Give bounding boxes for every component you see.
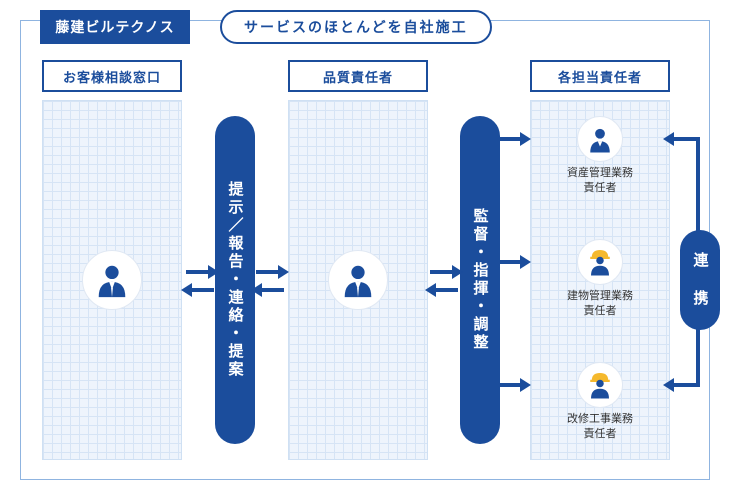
role3-line2: 責任者: [584, 428, 617, 440]
hardhat-person-icon: [585, 370, 615, 400]
arrow-head-left-icon: [663, 378, 674, 392]
arrow-head-right-icon: [520, 132, 531, 146]
subtitle-pill: サービスのほとんどを自社施工: [220, 10, 492, 44]
link-line: [672, 383, 700, 387]
avatar-building-mgr: [577, 239, 623, 285]
avatar-customer-rep: [82, 250, 142, 310]
hardhat-person-icon: [585, 247, 615, 277]
arrow-line: [190, 288, 214, 292]
title-badge: 藤建ビルテクノス: [40, 10, 190, 44]
col1-header: お客様相談窓口: [42, 60, 182, 92]
link-line: [696, 328, 700, 387]
arrow-head-left-icon: [425, 283, 436, 297]
person-icon: [339, 261, 377, 299]
person-icon: [585, 124, 615, 154]
role1-label: 資産管理業務 責任者: [545, 166, 655, 196]
avatar-repair-mgr: [577, 362, 623, 408]
arrow-head-right-icon: [278, 265, 289, 279]
arrow-line: [500, 260, 522, 264]
role2-line1: 建物管理業務: [567, 290, 633, 302]
arrow-line: [500, 137, 522, 141]
arrow-head-right-icon: [520, 378, 531, 392]
role2-label: 建物管理業務 責任者: [545, 289, 655, 319]
avatar-quality-mgr: [328, 250, 388, 310]
role3-line1: 改修工事業務: [567, 413, 633, 425]
person-icon: [93, 261, 131, 299]
arrow-line: [260, 288, 284, 292]
arrow-head-right-icon: [452, 265, 463, 279]
arrow-head-right-icon: [208, 265, 219, 279]
arrow-head-left-icon: [181, 283, 192, 297]
pill-report: 提示／報告・連絡・提案: [215, 116, 255, 444]
avatar-asset-mgr: [577, 116, 623, 162]
arrow-line: [430, 270, 454, 274]
link-line: [672, 137, 698, 141]
col3-header: 各担当責任者: [530, 60, 670, 92]
arrow-line: [256, 270, 280, 274]
arrow-line: [434, 288, 458, 292]
pill-link: 連 携: [680, 230, 720, 330]
arrow-line: [500, 383, 522, 387]
arrow-head-left-icon: [663, 132, 674, 146]
pill-supervise: 監督・指揮・調整: [460, 116, 500, 444]
role1-line2: 責任者: [584, 182, 617, 194]
arrow-head-left-icon: [251, 283, 262, 297]
role2-line2: 責任者: [584, 305, 617, 317]
arrow-line: [186, 270, 210, 274]
col2-header: 品質責任者: [288, 60, 428, 92]
role3-label: 改修工事業務 責任者: [545, 412, 655, 442]
arrow-head-right-icon: [520, 255, 531, 269]
diagram-stage: 藤建ビルテクノス サービスのほとんどを自社施工 お客様相談窓口 品質責任者 各担…: [0, 0, 730, 500]
link-line: [696, 137, 700, 232]
role1-line1: 資産管理業務: [567, 167, 633, 179]
